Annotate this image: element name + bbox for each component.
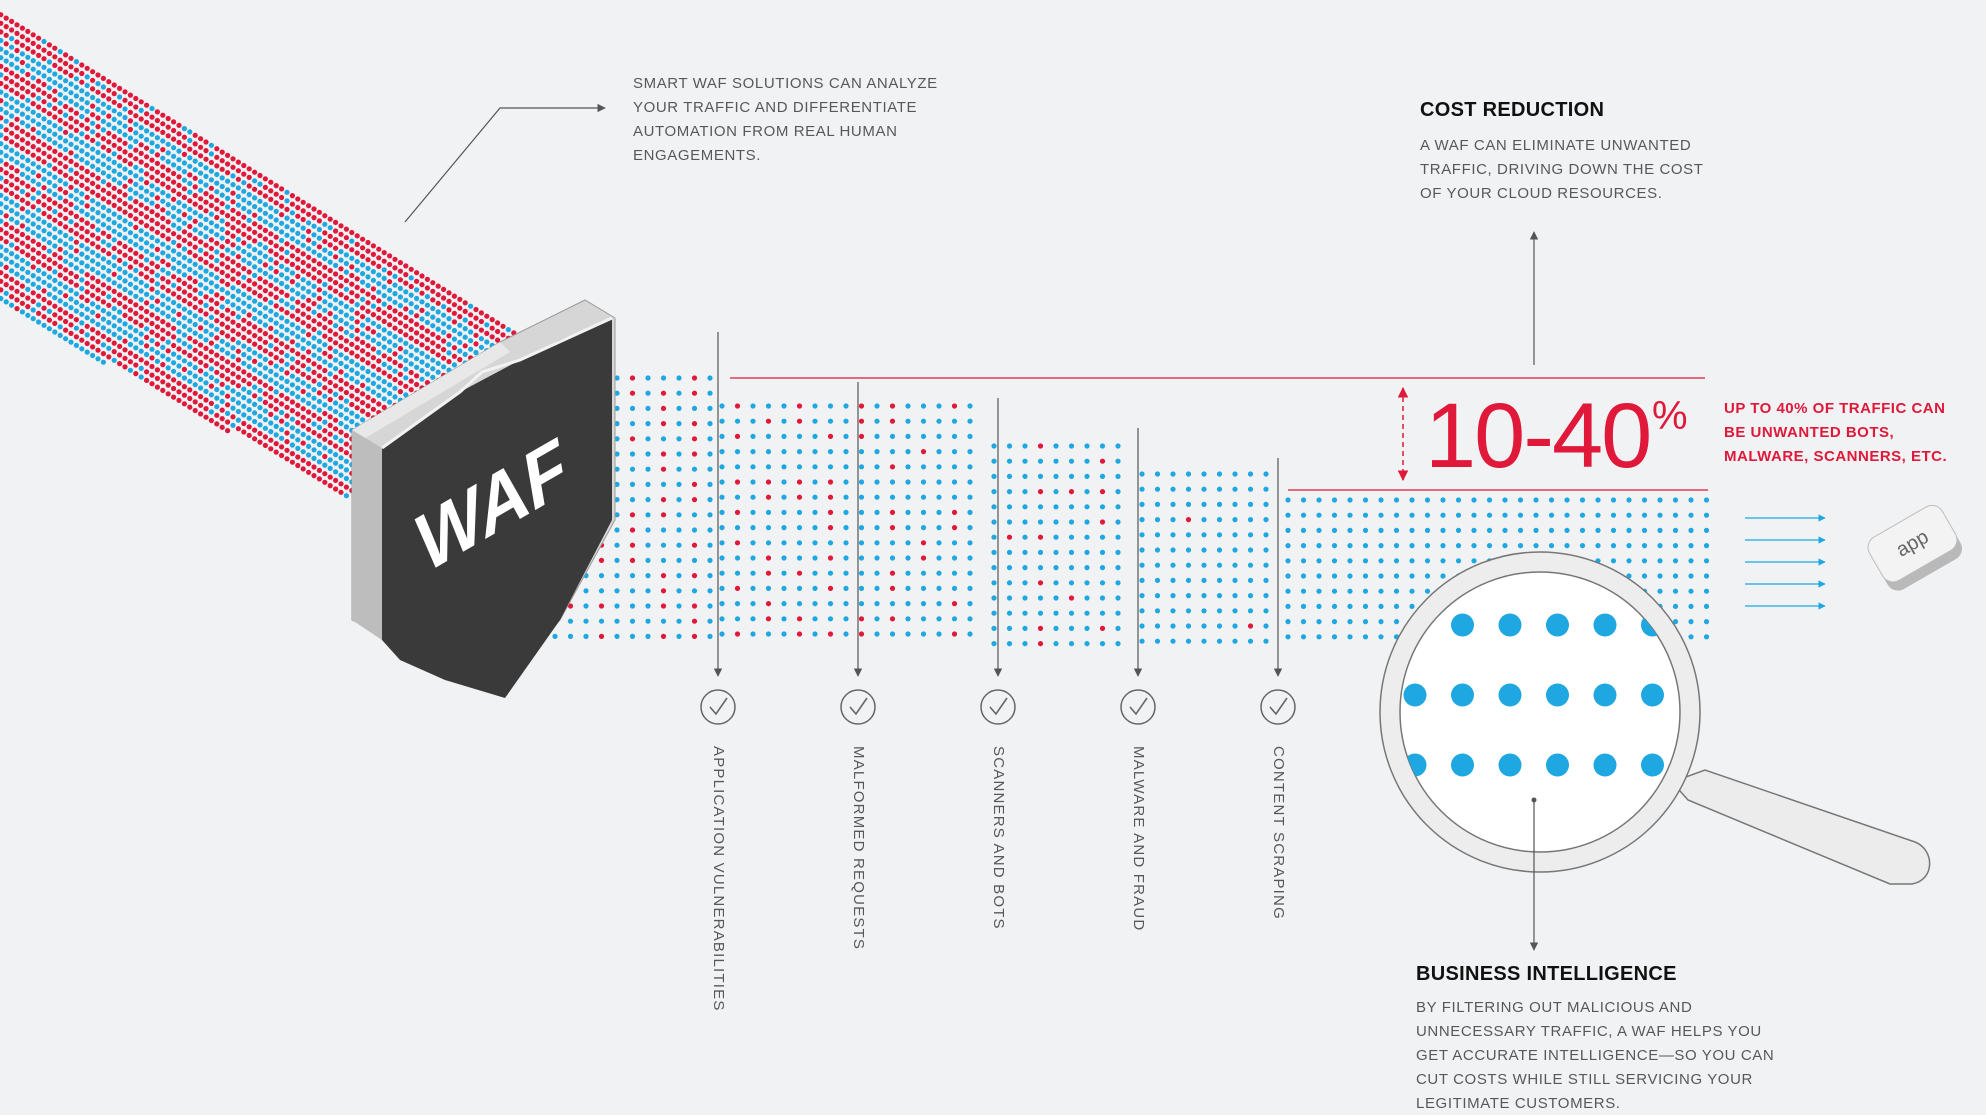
check-circle-icon [980, 689, 1016, 725]
filter-callouts [700, 332, 1296, 725]
waf-shield-icon: WAF [351, 299, 616, 698]
stat-note: UP TO 40% OF TRAFFIC CAN BE UNWANTED BOT… [1724, 400, 1948, 465]
cost-reduction-title: COST REDUCTION [1420, 99, 1605, 121]
check-circle-icon [840, 689, 876, 725]
stat-unit: % [1652, 394, 1688, 438]
smart-waf-note: SMART WAF SOLUTIONS CAN ANALYZE YOUR TRA… [633, 75, 938, 164]
filter-label-4: MALWARE AND FRAUD [1130, 746, 1147, 932]
stat-value: 10-40 [1425, 385, 1652, 487]
filter-label-5: CONTENT SCRAPING [1270, 746, 1287, 920]
filter-label-3: SCANNERS AND BOTS [990, 746, 1007, 930]
business-intelligence-title: BUSINESS INTELLIGENCE [1416, 963, 1677, 985]
check-circle-icon [1260, 689, 1296, 725]
filter-label-1: APPLICATION VULNERABILITIES [710, 746, 727, 1012]
filter-label-2: MALFORMED REQUESTS [850, 746, 867, 951]
magnifier-icon [1379, 551, 1931, 885]
arrows-to-app [1745, 514, 1826, 610]
cost-reduction-body: A WAF CAN ELIMINATE UNWANTED TRAFFIC, DR… [1420, 137, 1704, 202]
business-intelligence-body: BY FILTERING OUT MALICIOUS AND UNNECESSA… [1416, 999, 1775, 1112]
check-circle-icon [1120, 689, 1156, 725]
check-circle-icon [700, 689, 736, 725]
app-icon: app [1867, 504, 1962, 591]
note-leader-line [404, 103, 606, 223]
